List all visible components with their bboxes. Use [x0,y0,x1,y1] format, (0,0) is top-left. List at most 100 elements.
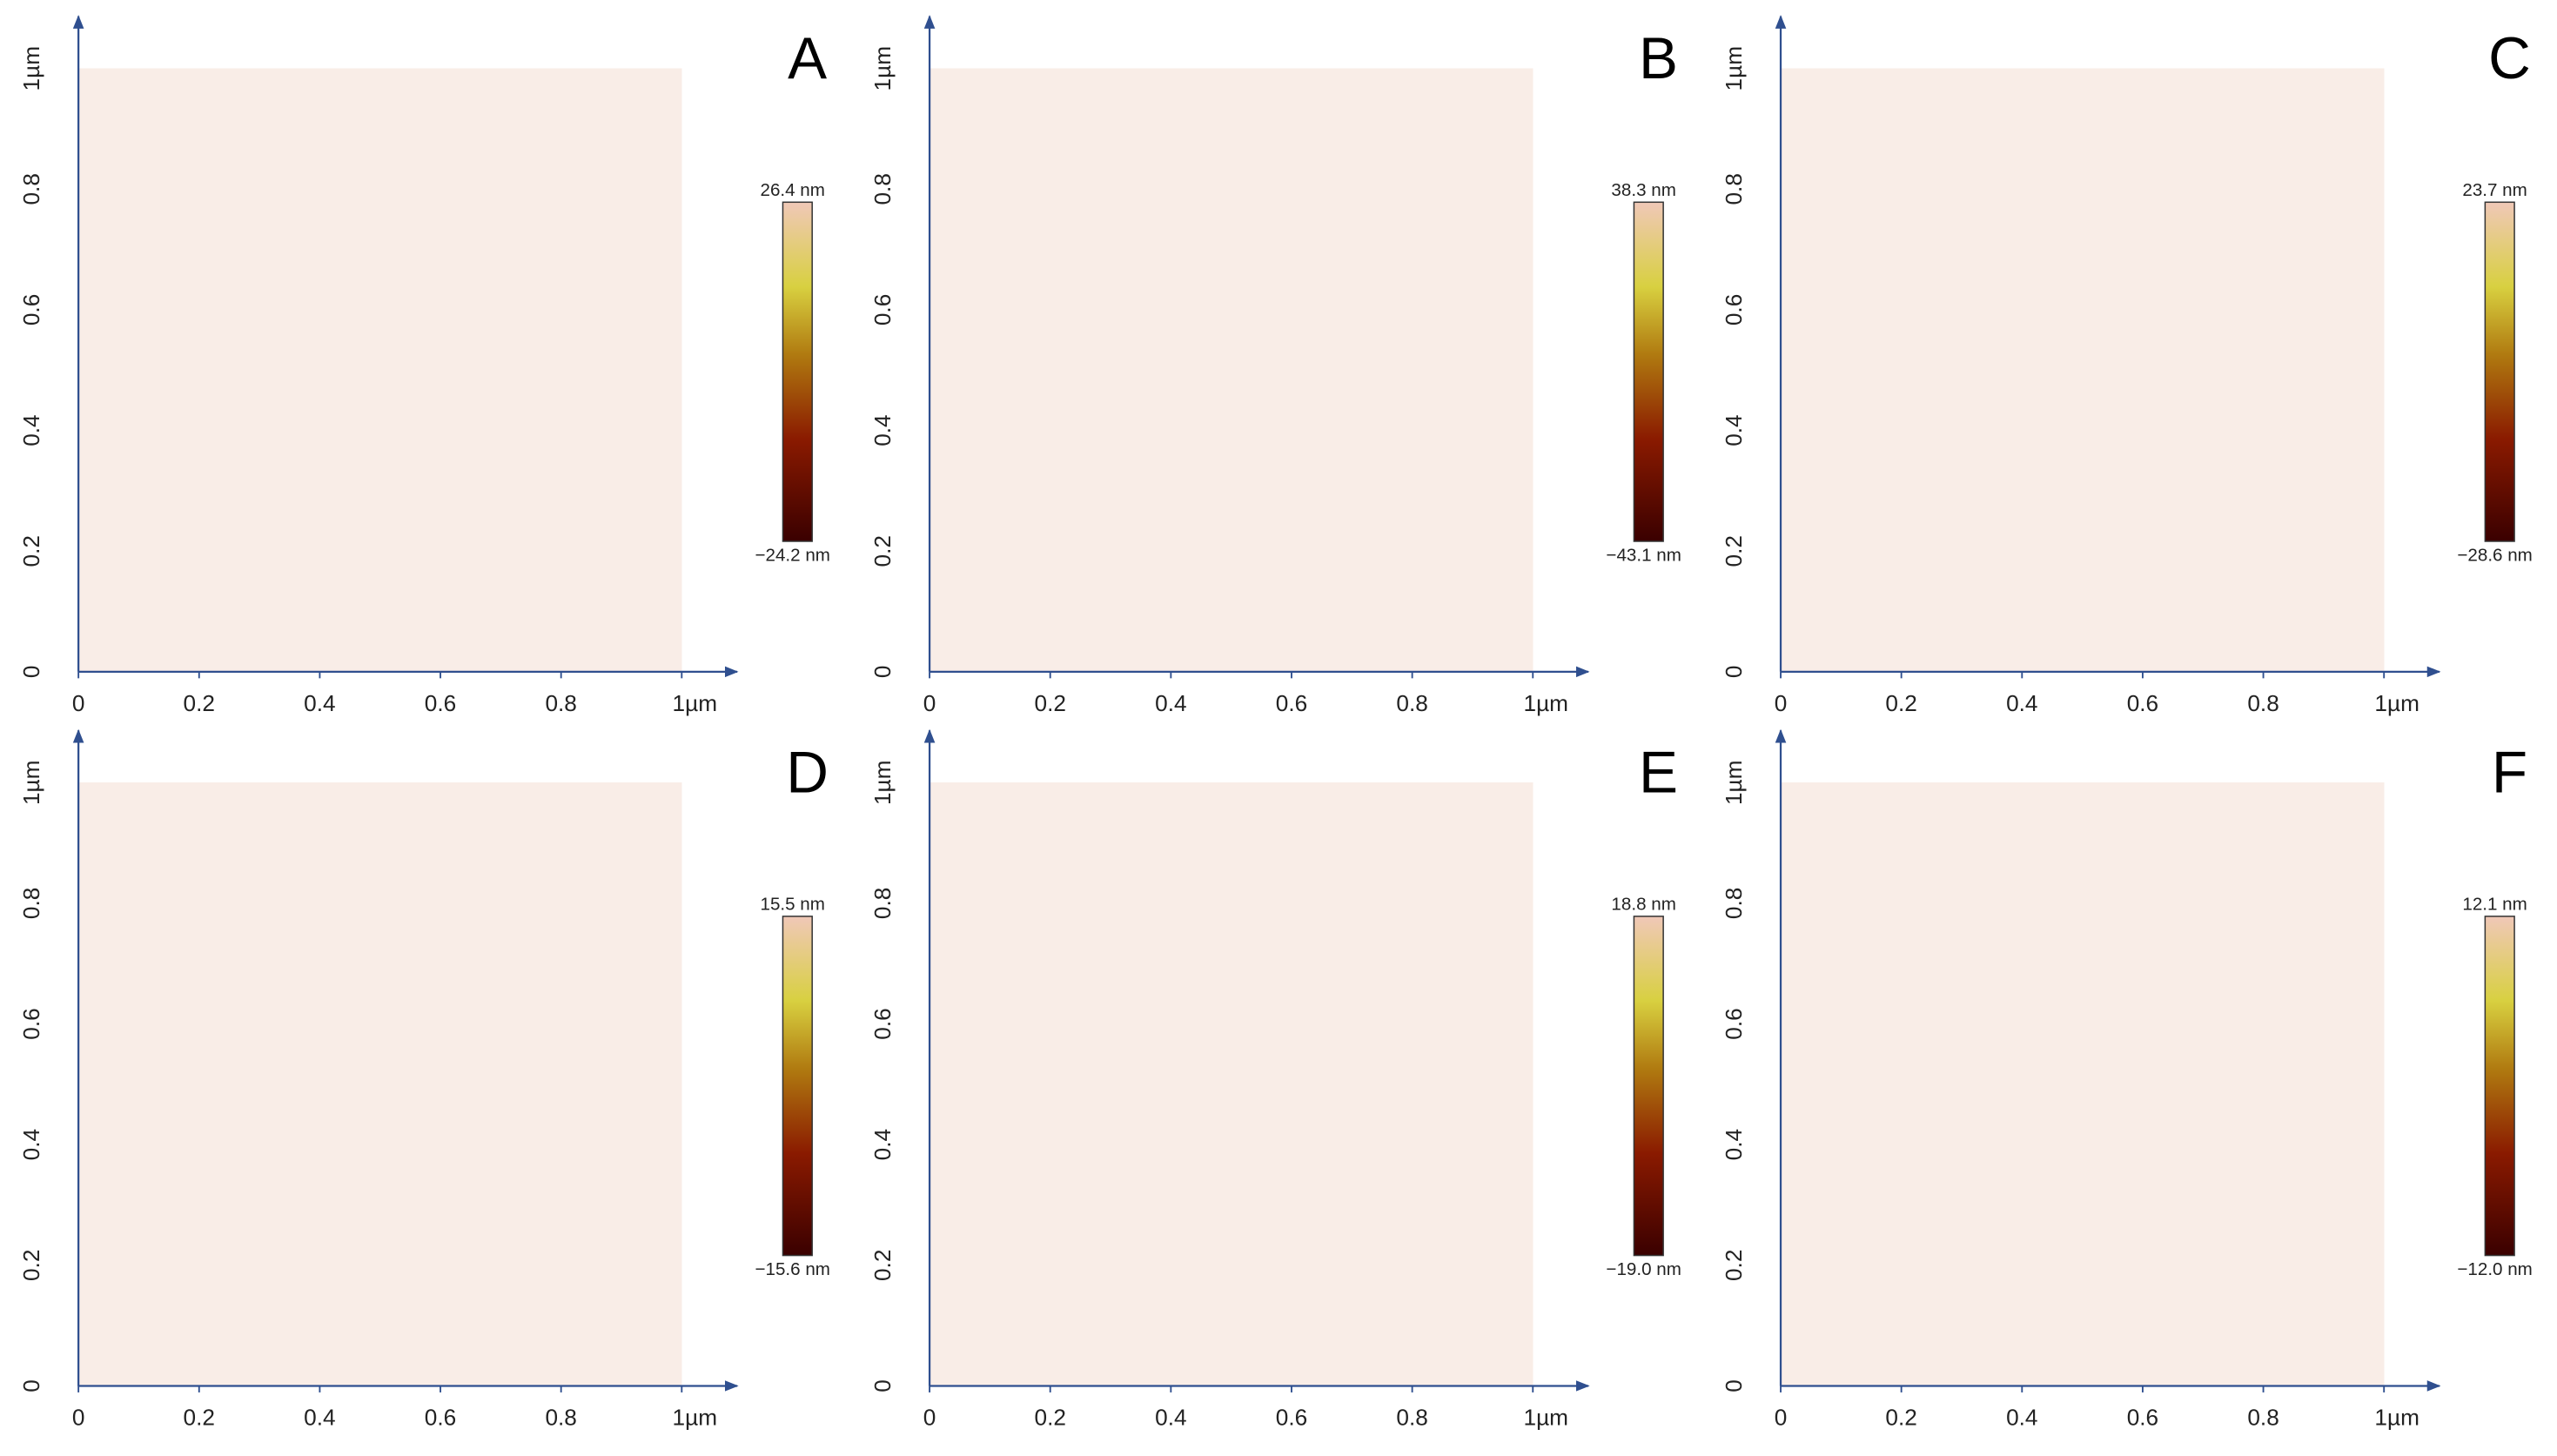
y-tick-label: 0.2 [869,1250,896,1281]
panel-letter: E [1639,741,1678,806]
panel: 0 0 0.2 0.2 0.4 0.4 0.6 0.6 0.8 0.8 1µm 1µm C 23.7 nm… [1721,15,2533,716]
colorbar-min: −43.1 nm [1606,545,1681,565]
x-tick-label: 1µm [1523,1404,1568,1430]
y-tick-label: 0.6 [869,294,896,325]
afm-image [78,782,682,1386]
y-tick-label: 0 [869,1379,896,1392]
x-tick-label: 0.6 [2127,1404,2158,1430]
panel: 0 0 0.2 0.2 0.4 0.4 0.6 0.6 0.8 0.8 1µm 1µm F 12.1 nm… [1721,728,2533,1430]
afm-image [78,68,682,672]
y-tick-label: 0.2 [18,1250,44,1281]
y-tick-label: 1µm [18,46,44,91]
x-tick-label: 0.8 [545,1404,576,1430]
x-tick-label: 0.8 [1396,1404,1427,1430]
colorbar-min: −15.6 nm [755,1259,829,1279]
x-tick-label: 0.8 [2247,1404,2278,1430]
y-tick-label: 0.4 [18,414,44,446]
colorbar-min: −12.0 nm [2457,1259,2532,1279]
panel-letter: A [788,26,827,91]
colorbar-min: −19.0 nm [1606,1259,1681,1279]
y-tick-label: 1µm [869,46,896,91]
x-tick-label: 1µm [673,1404,718,1430]
colorbar [1633,916,1664,1257]
x-tick-label: 0 [923,1404,936,1430]
y-tick-label: 0.6 [1721,1008,1747,1039]
y-tick-label: 0.8 [869,173,896,205]
y-tick-label: 1µm [18,760,44,805]
panel: 0 0 0.2 0.2 0.4 0.4 0.6 0.6 0.8 0.8 1µm 1µm A 26.4 nm… [18,15,830,716]
colorbar-max: 15.5 nm [760,894,824,914]
x-tick-label: 1µm [2374,1404,2419,1430]
colorbar [2484,201,2515,542]
y-tick-label: 0.6 [1721,294,1747,325]
panel-letter: F [2492,741,2527,806]
y-tick-label: 0.8 [1721,173,1747,205]
x-tick-label: 0.4 [304,1404,335,1430]
colorbar-max: 26.4 nm [760,180,824,200]
colorbar-max: 18.8 nm [1611,894,1675,914]
x-tick-label: 0.8 [545,690,576,716]
x-tick-label: 0.6 [1276,690,1307,716]
y-tick-label: 0.4 [18,1129,44,1160]
x-tick-label: 0.2 [1885,1404,1916,1430]
y-tick-label: 0.8 [18,888,44,919]
panel: 0 0 0.2 0.2 0.4 0.4 0.6 0.6 0.8 0.8 1µm 1µm D 15.5 nm… [18,728,830,1430]
afm-image [1781,68,2385,672]
x-tick-label: 0.4 [1155,690,1186,716]
y-tick-label: 0.4 [869,414,896,446]
x-tick-label: 0.6 [425,1404,456,1430]
panel: 0 0 0.2 0.2 0.4 0.4 0.6 0.6 0.8 0.8 1µm 1µm E 18.8 nm… [869,728,1681,1430]
y-tick-label: 1µm [1721,46,1747,91]
x-tick-label: 0 [923,690,936,716]
afm-image [1781,782,2385,1386]
x-tick-label: 0.6 [425,690,456,716]
y-tick-label: 0.4 [1721,1129,1747,1160]
x-tick-label: 0.8 [2247,690,2278,716]
y-tick-label: 1µm [869,760,896,805]
panel: 0 0 0.2 0.2 0.4 0.4 0.6 0.6 0.8 0.8 1µm 1µm B 38.3 nm… [869,15,1681,716]
y-tick-label: 0.6 [18,294,44,325]
panel-letter: C [2488,26,2531,91]
x-tick-label: 1µm [2374,690,2419,716]
colorbar-min: −28.6 nm [2457,545,2532,565]
x-tick-label: 1µm [673,690,718,716]
x-tick-label: 0 [1775,690,1788,716]
x-tick-label: 0 [1775,1404,1788,1430]
y-tick-label: 0.8 [869,888,896,919]
x-tick-label: 0 [72,1404,85,1430]
x-tick-label: 0.2 [1885,690,1916,716]
colorbar [1633,201,1664,542]
y-tick-label: 0.6 [18,1008,44,1039]
colorbar-max: 23.7 nm [2462,180,2527,200]
panel-letter: B [1639,26,1678,91]
x-tick-label: 0.6 [1276,1404,1307,1430]
afm-image [930,782,1534,1386]
x-tick-label: 0 [72,690,85,716]
y-tick-label: 0.2 [1721,1250,1747,1281]
x-tick-label: 0.4 [2006,690,2037,716]
colorbar [2484,916,2515,1257]
y-tick-label: 0 [869,666,896,679]
y-tick-label: 0.2 [1721,535,1747,567]
panel-letter: D [786,741,829,806]
x-tick-label: 0.6 [2127,690,2158,716]
y-tick-label: 0 [18,1379,44,1392]
y-tick-label: 0 [18,666,44,679]
x-tick-label: 0.2 [1034,690,1065,716]
x-tick-label: 0.2 [184,690,215,716]
colorbar-min: −24.2 nm [755,545,829,565]
afm-image [930,68,1534,672]
x-tick-label: 0.8 [1396,690,1427,716]
y-tick-label: 0 [1721,666,1747,679]
y-tick-label: 0.8 [1721,888,1747,919]
x-tick-label: 0.4 [2006,1404,2037,1430]
y-tick-label: 0.2 [869,535,896,567]
y-tick-label: 0.4 [1721,414,1747,446]
x-tick-label: 0.4 [304,690,335,716]
colorbar [782,916,813,1257]
colorbar-max: 12.1 nm [2462,894,2527,914]
y-tick-label: 0 [1721,1379,1747,1392]
x-tick-label: 0.4 [1155,1404,1186,1430]
colorbar-max: 38.3 nm [1611,180,1675,200]
